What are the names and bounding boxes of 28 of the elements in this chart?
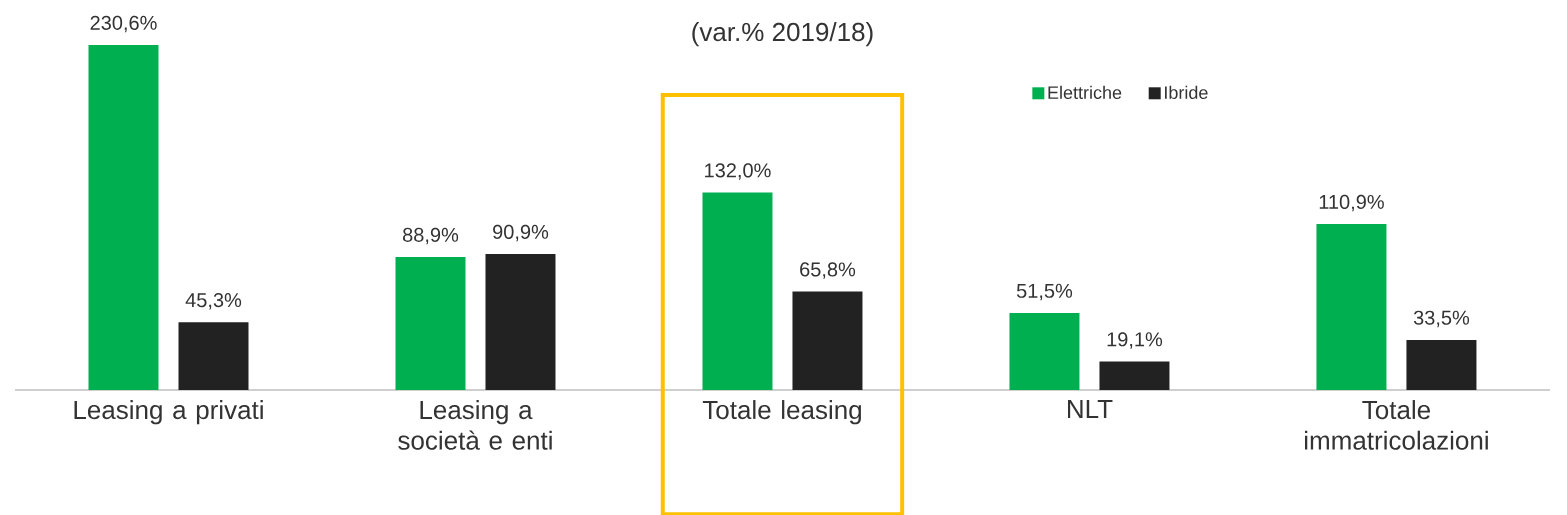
- bar: [1099, 361, 1170, 390]
- bar: [1316, 224, 1387, 390]
- data-label: 88,9%: [403, 227, 459, 245]
- bar: [178, 322, 249, 390]
- x-tick-label: Totale leasing: [702, 400, 861, 425]
- bar: [1009, 312, 1080, 390]
- x-tick-label: NLT: [1068, 400, 1113, 418]
- data-label: 45,3%: [185, 292, 242, 310]
- data-label: 110,9%: [1319, 194, 1384, 212]
- data-label: 51,5%: [1016, 283, 1073, 301]
- bar: [1406, 339, 1477, 390]
- legend-label: Elettriche: [1048, 85, 1122, 99]
- bar: [485, 254, 556, 390]
- data-label: 65,8%: [800, 262, 856, 279]
- bar: [395, 257, 466, 390]
- x-tick-label: Leasing a privati: [74, 400, 263, 425]
- x-tick-label: Leasing a società e enti: [398, 400, 552, 450]
- data-label: 33,5%: [1413, 310, 1470, 328]
- chart-title: (var.% 2019/18): [692, 22, 873, 47]
- data-label: 90,9%: [493, 224, 549, 242]
- data-label: 230,6%: [90, 15, 157, 33]
- bar: [792, 291, 863, 390]
- bar: [88, 45, 159, 390]
- bar: [702, 192, 773, 390]
- data-label: 132,0%: [705, 163, 771, 180]
- data-label: 19,1%: [1107, 332, 1163, 349]
- x-tick-label: Totale immatricolazioni: [1305, 400, 1488, 450]
- legend-label: Ibride: [1165, 85, 1208, 99]
